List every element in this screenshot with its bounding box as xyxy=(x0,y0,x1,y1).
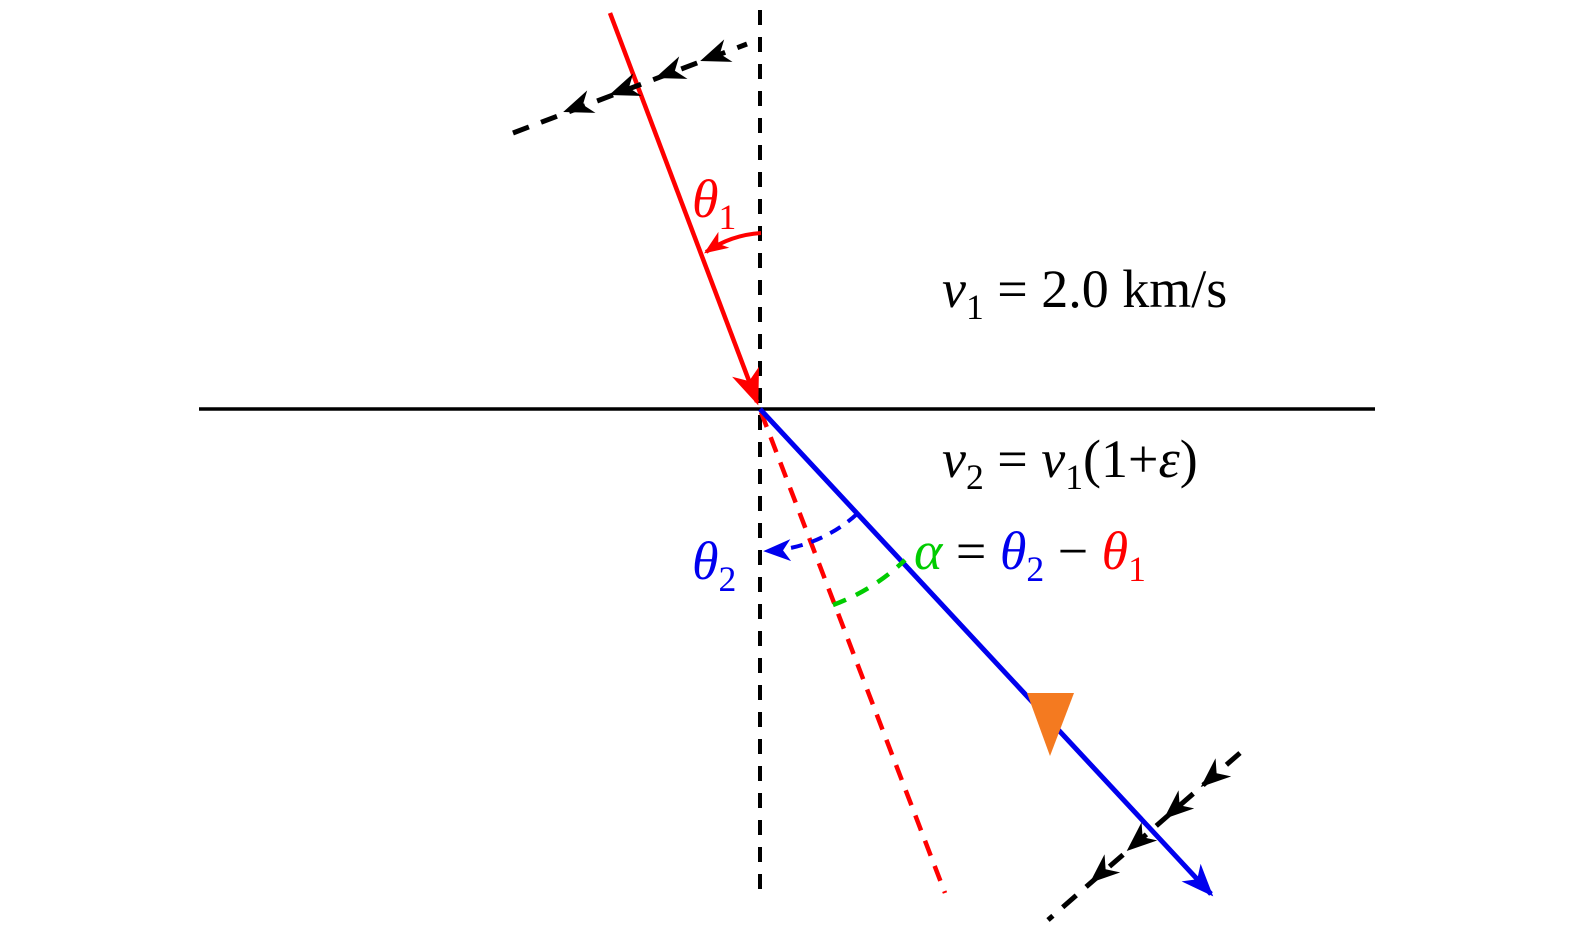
theta1-subscript: 1 xyxy=(718,196,737,237)
lower-wavefront-arrow-3 xyxy=(1126,822,1158,851)
alpha-theta2-subscript: 2 xyxy=(1026,548,1045,589)
upper-wavefront-arrow-3 xyxy=(609,73,642,96)
theta1-label: θ1 xyxy=(692,169,736,234)
lower-wavefront-arrow-2 xyxy=(1163,790,1195,819)
upper-wavefront-line xyxy=(512,41,748,136)
v2-subscript: 2 xyxy=(965,456,984,497)
v2-equals: = xyxy=(983,429,1042,489)
v1-variable: v xyxy=(942,259,966,319)
alpha-equation: α = θ2 − θ1 xyxy=(914,521,1146,586)
v2-variable: v xyxy=(942,429,966,489)
alpha-minus: − xyxy=(1044,521,1102,581)
alpha-equals: = xyxy=(942,521,1000,581)
alpha-theta1-subscript: 1 xyxy=(1128,548,1146,589)
refracted-ray xyxy=(758,407,1214,897)
alpha-angle-arc xyxy=(832,558,907,608)
v2-paren-open: (1+ xyxy=(1083,429,1159,489)
alpha-theta1-symbol: θ xyxy=(1101,521,1129,581)
theta1-symbol: θ xyxy=(692,169,719,229)
v1-subscript: 1 xyxy=(965,286,984,327)
v2-rhs-variable: v xyxy=(1041,429,1066,489)
upper-wavefront-arrow-1 xyxy=(700,39,733,62)
theta1-angle-arc xyxy=(704,231,762,254)
alpha-theta2-symbol: θ xyxy=(999,521,1027,581)
incident-ray-extension xyxy=(758,411,948,894)
theta2-label: θ2 xyxy=(692,531,736,596)
upper-wavefront-arrow-4 xyxy=(563,90,596,113)
v2-paren-close: ) xyxy=(1179,429,1198,489)
lower-wavefront-arrow-4 xyxy=(1089,854,1121,883)
v2-epsilon: ε xyxy=(1158,429,1180,489)
v2-equation: v2 = v1(1+ε) xyxy=(942,429,1198,494)
lower-wavefront-line xyxy=(1046,751,1242,922)
v1-equation: v1 = 2.0 km/s xyxy=(942,259,1228,324)
theta2-angle-arc xyxy=(763,512,859,562)
v2-rhs-subscript: 1 xyxy=(1065,456,1084,497)
v1-value: = 2.0 km/s xyxy=(983,259,1228,319)
ray-marker-triangle xyxy=(1027,693,1074,756)
theta2-subscript: 2 xyxy=(718,558,737,599)
lower-wavefront-arrow-1 xyxy=(1200,758,1232,787)
upper-wavefront-arrow-2 xyxy=(655,56,688,79)
alpha-symbol: α xyxy=(914,521,943,581)
theta2-symbol: θ xyxy=(692,531,719,591)
